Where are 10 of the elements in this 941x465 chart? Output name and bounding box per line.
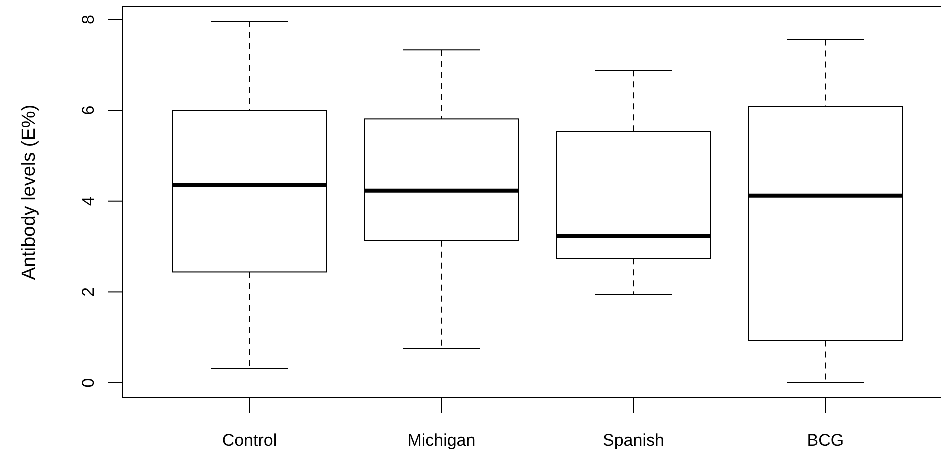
y-tick-label: 4 xyxy=(79,196,98,206)
y-tick-label: 0 xyxy=(79,378,98,388)
y-tick-label: 6 xyxy=(79,106,98,116)
y-axis-title: Antibody levels (E%) xyxy=(19,104,40,280)
y-tick-label: 8 xyxy=(79,14,98,24)
x-tick-label: Michigan xyxy=(408,431,476,450)
x-tick-label: Control xyxy=(222,431,278,450)
x-tick-label: BCG xyxy=(807,431,844,450)
x-tick-label: Spanish xyxy=(603,431,664,450)
y-tick-label: 2 xyxy=(79,287,98,297)
